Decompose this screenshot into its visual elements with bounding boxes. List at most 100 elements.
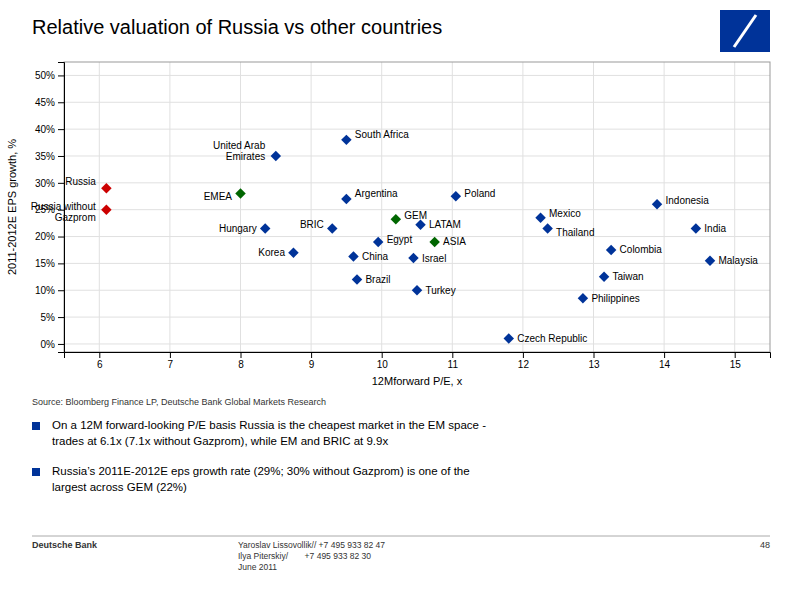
point-label-line: South Africa [355,129,409,140]
bullet-text-line: trades at 6.1x (7.1x without Gazprom), w… [52,435,388,447]
x-tick-label: 8 [238,359,244,370]
y-tick: 50% [35,70,64,81]
bullet-text-line: Russia’s 2011E-2012E eps growth rate (29… [52,465,470,477]
bullet-square [32,468,40,476]
y-tick-mark [58,102,64,103]
source: Source: Bloomberg Finance LP, Deutsche B… [32,397,326,407]
point-label: India [704,223,726,234]
bullet-text-line: On a 12M forward-looking P/E basis Russi… [52,419,486,431]
x-tick-mark [241,352,242,358]
point-label: Israel [422,253,446,264]
point-label-line: Malaysia [718,255,758,266]
point-label: ASIA [443,236,466,247]
point-label-line: Czech Republic [517,333,587,344]
point-label: LATAM [429,219,461,230]
footer-left: Deutsche Bank [32,540,98,550]
point [327,223,337,233]
point-label-line: Emirates [226,151,265,162]
logo-box [720,10,770,52]
grid-line-x [381,62,382,352]
x-tick: 10 [377,352,389,370]
grid-line-x [452,62,453,352]
y-tick-label: 0% [41,339,56,350]
footer-center-line: Yaroslav Lissovollik// +7 495 933 82 47 [238,540,385,550]
point-label: Philippines [591,293,639,304]
point [260,223,270,233]
point-label: Malaysia [718,255,758,266]
point [652,199,662,209]
point-label: EMEA [204,191,233,202]
y-tick-label: 30% [35,178,55,189]
x-axis: 6789101112131415 [65,352,771,370]
point [412,285,422,295]
x-axis-line [65,353,771,359]
point-label: China [362,251,389,262]
grid-line-y [64,182,770,183]
y-tick: 30% [35,178,64,189]
point-label-line: India [704,223,726,234]
point-label-line: Thailand [556,227,594,238]
logo [720,10,770,52]
point-label: Russia [65,176,96,187]
point-label-line: Hungary [219,223,257,234]
x-tick-mark [594,352,595,358]
point-label-line: GEM [404,210,427,221]
source-line: Source: Bloomberg Finance LP, Deutsche B… [32,397,326,407]
footer-center: Yaroslav Lissovollik// +7 495 933 82 47I… [238,540,385,572]
grid-line-x [99,62,100,352]
point-label: Colombia [620,244,663,255]
point [341,135,351,145]
point-label: Mexico [549,208,581,219]
point [271,151,281,161]
point [352,274,362,284]
y-tick: 15% [35,258,64,269]
grid-line-x [240,62,241,352]
x-tick: 7 [168,352,174,370]
point-label-line: Taiwan [613,271,644,282]
x-tick-label: 7 [168,359,174,370]
x-tick: 6 [97,352,103,370]
grid [64,62,770,352]
grid-line-y [64,75,770,76]
point [578,293,588,303]
point-label-line: Philippines [591,293,639,304]
y-tick: 10% [35,285,64,296]
footer-right: 48 [760,540,770,550]
x-tick-label: 14 [659,359,671,370]
grid-line-y [64,317,770,318]
point-label-line: Gazprom [55,212,96,223]
y-tick-mark [58,290,64,291]
grid-line-x [734,62,735,352]
grid-line-y [64,102,770,103]
x-axis-title-line: 12Mforward P/E, x [372,375,463,387]
x-tick-mark [99,352,100,358]
grid-line-x [169,62,170,352]
point-label-line: Argentina [355,188,398,199]
point-label: Turkey [425,285,455,296]
x-tick-label: 9 [309,359,315,370]
x-tick-label: 6 [97,359,103,370]
y-tick: 5% [41,312,64,323]
point-label: BRIC [300,219,324,230]
point-label-line: ASIA [443,236,466,247]
grid-line-x [311,62,312,352]
grid-line-y [64,343,770,344]
point-label-line: Israel [422,253,446,264]
y-tick: 35% [35,151,64,162]
point [101,183,111,193]
point [391,214,401,224]
y-tick-label: 20% [35,231,55,242]
point-label: Indonesia [666,195,710,206]
y-tick: 40% [35,124,64,135]
point-label-line: Mexico [549,208,581,219]
point-label-line: China [362,251,389,262]
point-label: Russia withoutGazprom [31,201,96,223]
point [451,191,461,201]
point-label: Argentina [355,188,398,199]
y-tick-mark [58,156,64,157]
point [599,272,609,282]
point-label-line: Colombia [620,244,663,255]
y-tick-label: 5% [41,312,56,323]
y-tick-mark [58,344,64,345]
bullet-text: On a 12M forward-looking P/E basis Russi… [52,419,486,447]
